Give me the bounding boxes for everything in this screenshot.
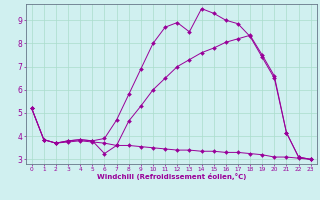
X-axis label: Windchill (Refroidissement éolien,°C): Windchill (Refroidissement éolien,°C): [97, 173, 246, 180]
